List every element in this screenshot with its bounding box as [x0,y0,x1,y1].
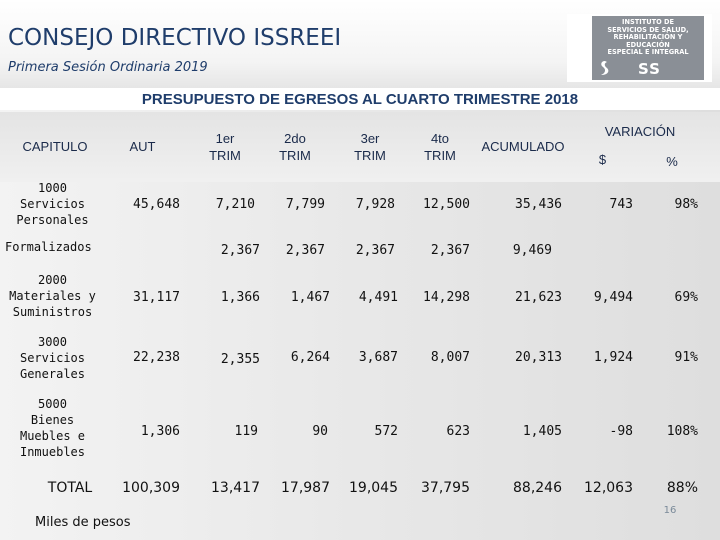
cell-acumulado: 20,313 [515,350,562,365]
row-label-5000: 5000 Bienes Muebles e Inmuebles [19,397,86,459]
header-aut: AUT [129,139,156,154]
cell-trim1: 2,367 [220,243,260,258]
cell-var-pct: 88% [666,480,698,496]
cell-variacion: 12,063 [584,480,633,496]
cell-trim4: 12,500 [423,197,470,212]
cell-trim3: 7,928 [355,197,395,212]
cell-variacion: 9,494 [593,290,633,305]
row-label-2000: 2000 Materiales y Suministros [9,273,96,319]
cell-variacion: -98 [609,424,633,439]
logo-line: SERVICIOS DE SALUD, [607,25,689,34]
cell-aut: 100,309 [122,480,180,496]
cell-trim1: 7,210 [215,197,255,212]
cell-variacion: 743 [609,197,633,212]
cell-acumulado: 9,469 [512,243,552,258]
cell-var-pct: 91% [674,350,698,365]
logo-line: ESPECIAL E INTEGRAL [607,48,689,57]
cell-trim2: 2,367 [285,243,325,258]
cell-trim4: 8,007 [430,350,470,365]
header-var-pct: % [666,154,678,169]
cell-trim2: 17,987 [281,480,330,496]
logo-line: REHABILITACIÓN Y [613,33,683,42]
logo-text: INSTITUTO DE SERVICIOS DE SALUD, REHABIL… [592,18,704,57]
cell-var-pct: 69% [674,290,698,305]
cell-trim2: 90 [312,424,328,439]
cell-trim3: 2,367 [355,243,395,258]
cell-trim3: 572 [374,424,398,439]
cell-trim1: 13,417 [211,480,260,496]
cell-trim1: 1,366 [220,290,260,305]
cell-trim2: 6,264 [290,350,330,365]
header-trim4: 4to TRIM [424,131,456,163]
cell-trim3: 19,045 [349,480,398,496]
cell-trim3: 3,687 [358,350,398,365]
cell-acumulado: 35,436 [515,197,562,212]
cell-var-pct: 108% [666,424,698,439]
cell-trim4: 14,298 [423,290,470,305]
header-trim2: 2do TRIM [279,131,311,163]
logo-short: SS [638,60,661,78]
cell-trim1: 2,355 [220,352,260,367]
cell-variacion: 1,924 [593,350,633,365]
cell-trim4: 37,795 [421,480,470,496]
page-number: 16 [663,505,677,516]
cell-aut: 1,306 [140,424,180,439]
table-title: PRESUPUESTO DE EGRESOS AL CUARTO TRIMEST… [141,91,579,108]
header-acumulado: ACUMULADO [481,139,565,154]
header-var-pesos: $ [598,152,607,167]
header-variacion: VARIACIÓN [604,124,676,139]
header-trim3: 3er TRIM [354,131,386,163]
table-header-row [0,112,720,182]
header-capitulo: CAPITULO [22,139,88,154]
cell-var-pct: 98% [674,197,698,212]
page-title: CONSEJO DIRECTIVO ISSREEI [8,25,342,51]
row-label-3000: 3000 Servicios Generales [19,335,86,381]
header-trim1: 1er TRIM [209,131,241,163]
logo-emblem-icon [601,61,609,75]
cell-aut: 22,238 [133,350,180,365]
logo-line: INSTITUTO DE [622,18,674,26]
cell-acumulado: 1,405 [522,424,562,439]
units-footnote: Miles de pesos [35,515,131,530]
cell-trim2: 7,799 [285,197,325,212]
cell-aut: 45,648 [133,197,180,212]
cell-trim4: 623 [446,424,470,439]
cell-trim4: 2,367 [430,243,470,258]
row-label-total: TOTAL [47,480,93,496]
institute-logo: INSTITUTO DE SERVICIOS DE SALUD, REHABIL… [567,14,712,82]
cell-trim3: 4,491 [358,290,398,305]
page-subtitle: Primera Sesión Ordinaria 2019 [8,60,208,75]
row-label-1000: 1000 Servicios Personales [16,181,89,227]
logo-box: INSTITUTO DE SERVICIOS DE SALUD, REHABIL… [592,16,704,80]
cell-trim1: 119 [234,424,258,439]
cell-aut: 31,117 [133,290,180,305]
cell-acumulado: 88,246 [513,480,562,496]
cell-trim2: 1,467 [290,290,330,305]
logo-line: EDUCACIÓN [626,40,670,49]
cell-acumulado: 21,623 [515,290,562,305]
row-label-formalizados: Formalizados [5,240,92,254]
